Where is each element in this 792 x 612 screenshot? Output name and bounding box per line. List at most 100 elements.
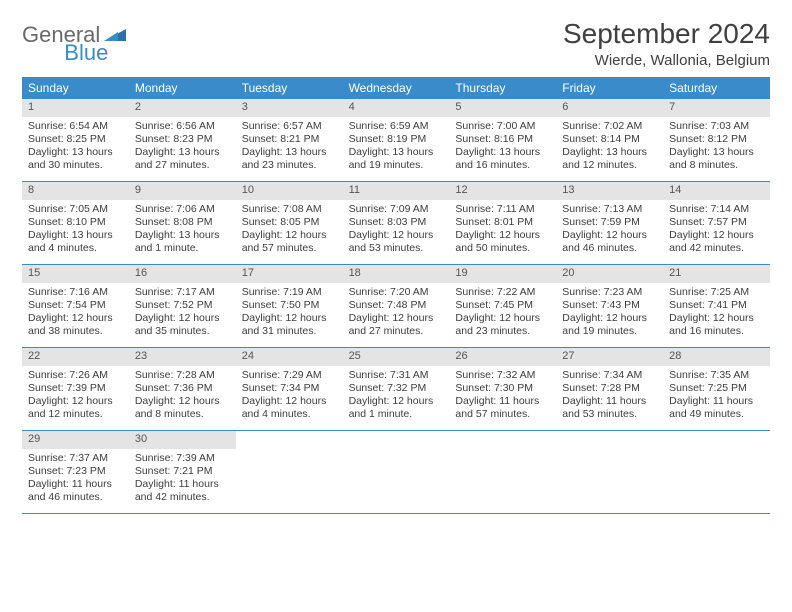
sunset-line: Sunset: 8:10 PM bbox=[28, 216, 123, 229]
day-cell: 14Sunrise: 7:14 AMSunset: 7:57 PMDayligh… bbox=[663, 182, 770, 264]
day-body: Sunrise: 7:06 AMSunset: 8:08 PMDaylight:… bbox=[129, 200, 236, 260]
header: General Blue September 2024 Wierde, Wall… bbox=[22, 18, 770, 69]
sunset-line: Sunset: 7:41 PM bbox=[669, 299, 764, 312]
sunrise-line: Sunrise: 7:17 AM bbox=[135, 286, 230, 299]
day-cell: 6Sunrise: 7:02 AMSunset: 8:14 PMDaylight… bbox=[556, 99, 663, 181]
day-number: 18 bbox=[343, 265, 450, 283]
sunrise-line: Sunrise: 7:08 AM bbox=[242, 203, 337, 216]
sunrise-line: Sunrise: 7:09 AM bbox=[349, 203, 444, 216]
day-cell: 1Sunrise: 6:54 AMSunset: 8:25 PMDaylight… bbox=[22, 99, 129, 181]
day-body: Sunrise: 7:31 AMSunset: 7:32 PMDaylight:… bbox=[343, 366, 450, 426]
sunrise-line: Sunrise: 6:57 AM bbox=[242, 120, 337, 133]
day-number: 3 bbox=[236, 99, 343, 117]
day-cell: 3Sunrise: 6:57 AMSunset: 8:21 PMDaylight… bbox=[236, 99, 343, 181]
day-body: Sunrise: 7:05 AMSunset: 8:10 PMDaylight:… bbox=[22, 200, 129, 260]
day-body: Sunrise: 7:37 AMSunset: 7:23 PMDaylight:… bbox=[22, 449, 129, 509]
day-cell bbox=[556, 431, 663, 513]
sunset-line: Sunset: 7:52 PM bbox=[135, 299, 230, 312]
sunrise-line: Sunrise: 7:06 AM bbox=[135, 203, 230, 216]
day-number: 8 bbox=[22, 182, 129, 200]
sunset-line: Sunset: 7:23 PM bbox=[28, 465, 123, 478]
sunrise-line: Sunrise: 6:59 AM bbox=[349, 120, 444, 133]
daylight-line: Daylight: 13 hours and 30 minutes. bbox=[28, 146, 123, 172]
daylight-line: Daylight: 13 hours and 16 minutes. bbox=[455, 146, 550, 172]
day-body: Sunrise: 7:34 AMSunset: 7:28 PMDaylight:… bbox=[556, 366, 663, 426]
sunset-line: Sunset: 7:45 PM bbox=[455, 299, 550, 312]
daylight-line: Daylight: 12 hours and 57 minutes. bbox=[242, 229, 337, 255]
day-body: Sunrise: 7:02 AMSunset: 8:14 PMDaylight:… bbox=[556, 117, 663, 177]
day-cell: 28Sunrise: 7:35 AMSunset: 7:25 PMDayligh… bbox=[663, 348, 770, 430]
day-cell: 7Sunrise: 7:03 AMSunset: 8:12 PMDaylight… bbox=[663, 99, 770, 181]
sunrise-line: Sunrise: 7:16 AM bbox=[28, 286, 123, 299]
sunrise-line: Sunrise: 7:26 AM bbox=[28, 369, 123, 382]
daylight-line: Daylight: 12 hours and 12 minutes. bbox=[28, 395, 123, 421]
sunset-line: Sunset: 8:16 PM bbox=[455, 133, 550, 146]
sunrise-line: Sunrise: 7:37 AM bbox=[28, 452, 123, 465]
day-cell: 20Sunrise: 7:23 AMSunset: 7:43 PMDayligh… bbox=[556, 265, 663, 347]
day-number: 24 bbox=[236, 348, 343, 366]
daylight-line: Daylight: 12 hours and 35 minutes. bbox=[135, 312, 230, 338]
sunrise-line: Sunrise: 7:20 AM bbox=[349, 286, 444, 299]
calendar-weeks: 1Sunrise: 6:54 AMSunset: 8:25 PMDaylight… bbox=[22, 99, 770, 514]
day-body: Sunrise: 6:59 AMSunset: 8:19 PMDaylight:… bbox=[343, 117, 450, 177]
week-row: 15Sunrise: 7:16 AMSunset: 7:54 PMDayligh… bbox=[22, 265, 770, 348]
day-number: 11 bbox=[343, 182, 450, 200]
sunset-line: Sunset: 7:59 PM bbox=[562, 216, 657, 229]
day-body: Sunrise: 7:28 AMSunset: 7:36 PMDaylight:… bbox=[129, 366, 236, 426]
calendar: SundayMondayTuesdayWednesdayThursdayFrid… bbox=[22, 77, 770, 514]
day-number: 12 bbox=[449, 182, 556, 200]
daylight-line: Daylight: 11 hours and 46 minutes. bbox=[28, 478, 123, 504]
day-cell: 29Sunrise: 7:37 AMSunset: 7:23 PMDayligh… bbox=[22, 431, 129, 513]
day-body: Sunrise: 7:13 AMSunset: 7:59 PMDaylight:… bbox=[556, 200, 663, 260]
day-body: Sunrise: 7:16 AMSunset: 7:54 PMDaylight:… bbox=[22, 283, 129, 343]
day-cell: 5 Sunrise: 7:00 AMSunset: 8:16 PMDaylight… bbox=[449, 99, 556, 181]
day-cell bbox=[449, 431, 556, 513]
day-body: Sunrise: 7:29 AMSunset: 7:34 PMDaylight:… bbox=[236, 366, 343, 426]
logo-text-blue: Blue bbox=[64, 40, 108, 65]
day-number: 5 bbox=[449, 99, 556, 117]
day-cell: 24Sunrise: 7:29 AMSunset: 7:34 PMDayligh… bbox=[236, 348, 343, 430]
sunrise-line: Sunrise: 7:00 AM bbox=[455, 120, 550, 133]
day-header-cell: Saturday bbox=[663, 77, 770, 99]
sunrise-line: Sunrise: 7:32 AM bbox=[455, 369, 550, 382]
day-cell: 15Sunrise: 7:16 AMSunset: 7:54 PMDayligh… bbox=[22, 265, 129, 347]
day-header-cell: Friday bbox=[556, 77, 663, 99]
day-header-cell: Sunday bbox=[22, 77, 129, 99]
sunset-line: Sunset: 7:43 PM bbox=[562, 299, 657, 312]
day-header-cell: Monday bbox=[129, 77, 236, 99]
sunset-line: Sunset: 8:23 PM bbox=[135, 133, 230, 146]
day-cell: 21Sunrise: 7:25 AMSunset: 7:41 PMDayligh… bbox=[663, 265, 770, 347]
daylight-line: Daylight: 13 hours and 4 minutes. bbox=[28, 229, 123, 255]
sunrise-line: Sunrise: 6:54 AM bbox=[28, 120, 123, 133]
sunrise-line: Sunrise: 7:02 AM bbox=[562, 120, 657, 133]
day-number: 1 bbox=[22, 99, 129, 117]
daylight-line: Daylight: 11 hours and 57 minutes. bbox=[455, 395, 550, 421]
day-body: Sunrise: 6:54 AMSunset: 8:25 PMDaylight:… bbox=[22, 117, 129, 177]
day-number: 7 bbox=[663, 99, 770, 117]
week-row: 29Sunrise: 7:37 AMSunset: 7:23 PMDayligh… bbox=[22, 431, 770, 514]
month-title: September 2024 bbox=[563, 18, 770, 50]
day-body: Sunrise: 7:08 AMSunset: 8:05 PMDaylight:… bbox=[236, 200, 343, 260]
sunset-line: Sunset: 7:57 PM bbox=[669, 216, 764, 229]
day-body: Sunrise: 7:25 AMSunset: 7:41 PMDaylight:… bbox=[663, 283, 770, 343]
day-cell: 13Sunrise: 7:13 AMSunset: 7:59 PMDayligh… bbox=[556, 182, 663, 264]
daylight-line: Daylight: 12 hours and 23 minutes. bbox=[455, 312, 550, 338]
day-body: Sunrise: 7:39 AMSunset: 7:21 PMDaylight:… bbox=[129, 449, 236, 509]
sunset-line: Sunset: 8:25 PM bbox=[28, 133, 123, 146]
day-cell: 22Sunrise: 7:26 AMSunset: 7:39 PMDayligh… bbox=[22, 348, 129, 430]
day-body: Sunrise: 7:11 AMSunset: 8:01 PMDaylight:… bbox=[449, 200, 556, 260]
day-number: 25 bbox=[343, 348, 450, 366]
sunrise-line: Sunrise: 7:23 AM bbox=[562, 286, 657, 299]
day-cell: 18Sunrise: 7:20 AMSunset: 7:48 PMDayligh… bbox=[343, 265, 450, 347]
day-body: Sunrise: 7:17 AMSunset: 7:52 PMDaylight:… bbox=[129, 283, 236, 343]
day-number: 30 bbox=[129, 431, 236, 449]
daylight-line: Daylight: 12 hours and 42 minutes. bbox=[669, 229, 764, 255]
day-body: Sunrise: 6:57 AMSunset: 8:21 PMDaylight:… bbox=[236, 117, 343, 177]
day-number: 23 bbox=[129, 348, 236, 366]
day-body: Sunrise: 7:03 AMSunset: 8:12 PMDaylight:… bbox=[663, 117, 770, 177]
day-cell: 12Sunrise: 7:11 AMSunset: 8:01 PMDayligh… bbox=[449, 182, 556, 264]
day-number: 16 bbox=[129, 265, 236, 283]
day-body: Sunrise: 7:20 AMSunset: 7:48 PMDaylight:… bbox=[343, 283, 450, 343]
day-number: 17 bbox=[236, 265, 343, 283]
sunrise-line: Sunrise: 7:34 AM bbox=[562, 369, 657, 382]
